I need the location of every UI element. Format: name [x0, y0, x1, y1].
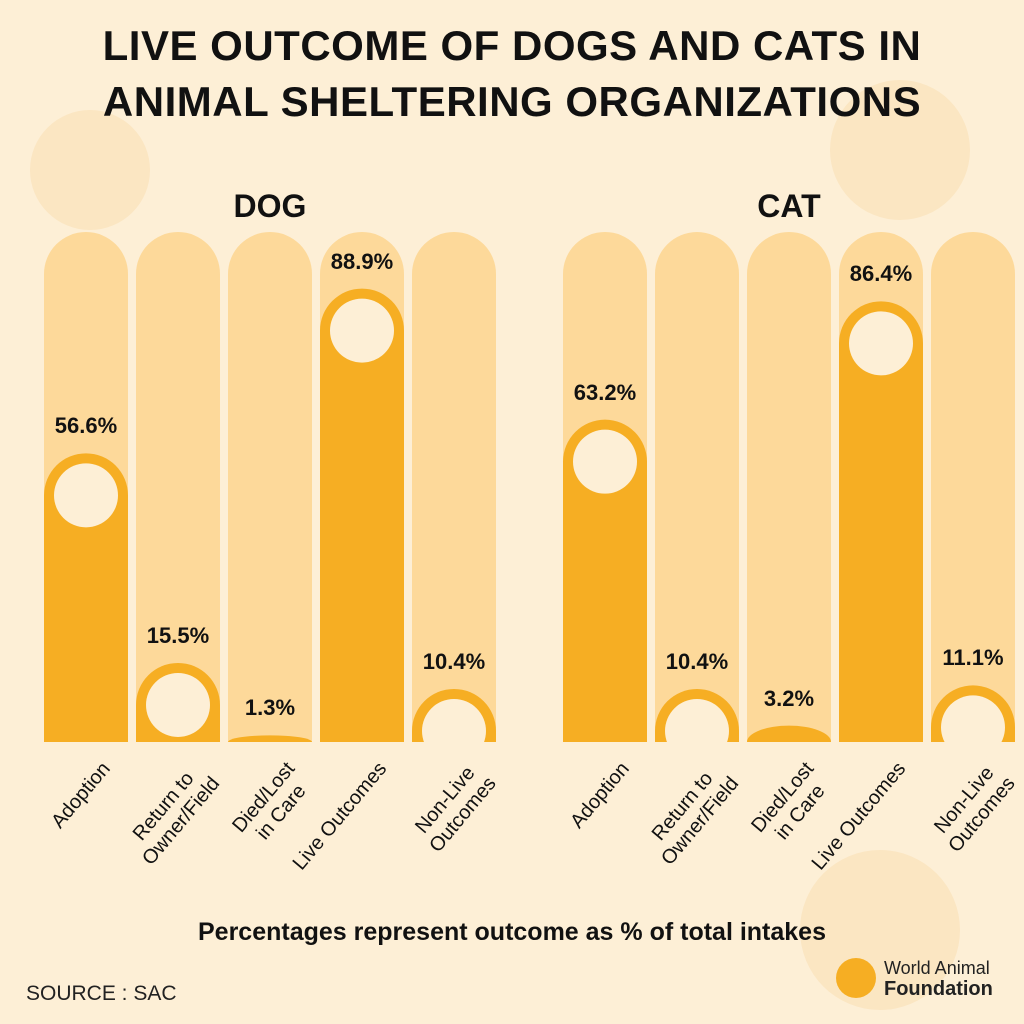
- bar-dot: [665, 698, 729, 763]
- value-label: 3.2%: [763, 685, 815, 711]
- bar-dot: [941, 695, 1005, 760]
- value-label: 10.4%: [665, 648, 729, 674]
- bar-dot: [330, 298, 394, 363]
- paw-decoration: [830, 80, 970, 220]
- logo-line: Foundation: [884, 978, 993, 1000]
- bar-dot: [146, 672, 210, 737]
- chart-title: CAT: [757, 188, 821, 224]
- title-line: LIVE OUTCOME OF DOGS AND CATS IN: [102, 22, 922, 69]
- value-label: 15.5%: [146, 622, 210, 648]
- value-label: 11.1%: [942, 645, 1004, 671]
- title-line: ANIMAL SHELTERING ORGANIZATIONS: [102, 78, 922, 125]
- bar-dot: [422, 698, 486, 763]
- bar-track: [228, 232, 312, 742]
- source: SOURCE : SAC: [26, 982, 177, 1005]
- bar: [747, 725, 831, 742]
- chart-title: DOG: [233, 188, 307, 224]
- bar: [320, 288, 404, 742]
- value-label: 56.6%: [54, 413, 118, 439]
- bar: [44, 453, 128, 742]
- note: Percentages represent outcome as % of to…: [198, 918, 826, 946]
- bar-track: [412, 232, 496, 742]
- bar-track: [931, 232, 1015, 742]
- value-label: 86.4%: [849, 261, 913, 287]
- bar-track: [655, 232, 739, 742]
- bar-track: [747, 232, 831, 742]
- bar: [839, 301, 923, 742]
- bar: [228, 735, 312, 742]
- bar-dot: [849, 311, 913, 376]
- bar-track: [136, 232, 220, 742]
- value-label: 88.9%: [330, 248, 394, 274]
- bar-dot: [54, 463, 118, 528]
- bar: [563, 419, 647, 742]
- value-label: 10.4%: [422, 648, 486, 674]
- value-label: 1.3%: [244, 695, 296, 721]
- bar-dot: [573, 429, 637, 494]
- logo-line: World Animal: [884, 958, 990, 978]
- paw-decoration: [30, 110, 150, 230]
- value-label: 63.2%: [573, 379, 637, 405]
